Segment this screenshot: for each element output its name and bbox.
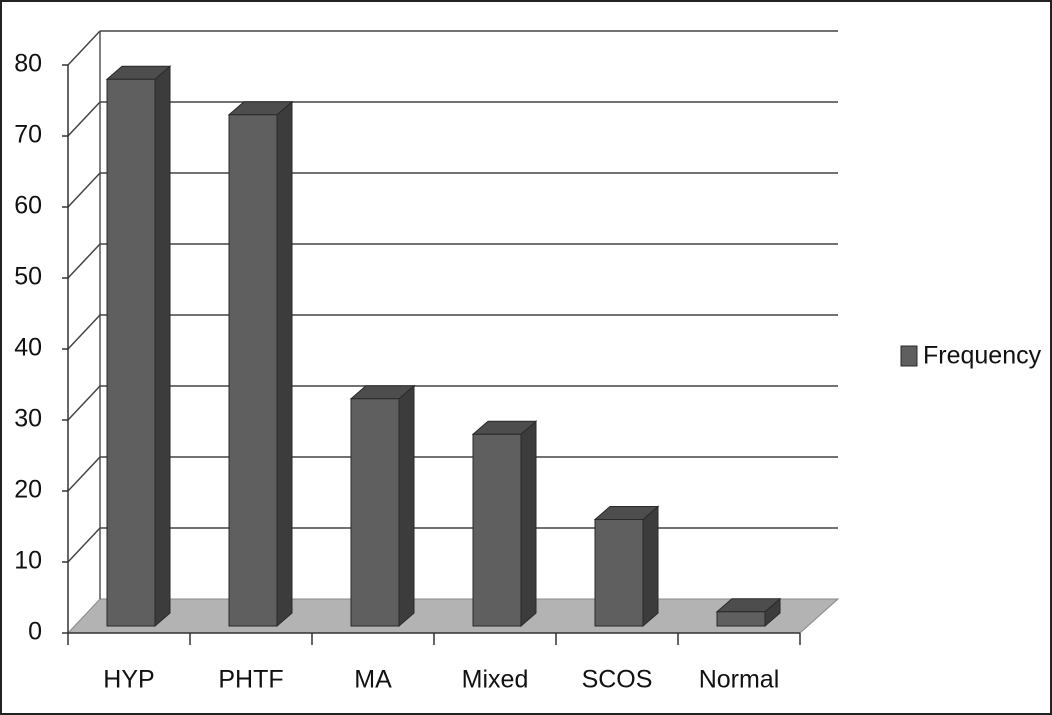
bar-side xyxy=(642,505,659,628)
bar-side xyxy=(154,65,171,628)
grid-line-side xyxy=(67,243,101,279)
x-tick-label: HYP xyxy=(103,666,154,694)
y-tick-label: 10 xyxy=(14,547,42,575)
bar-front xyxy=(716,611,766,627)
legend-label: Frequency xyxy=(923,342,1042,370)
bar-front xyxy=(106,78,156,627)
bar-front xyxy=(228,114,278,627)
grid-line-side xyxy=(67,172,101,208)
grid-line-side xyxy=(67,456,101,492)
bar xyxy=(593,505,660,628)
x-tick-label: Normal xyxy=(699,666,780,694)
grid-line-side xyxy=(67,385,101,421)
legend-swatch xyxy=(900,345,918,367)
bar-side xyxy=(276,100,293,628)
bar-front xyxy=(350,398,400,627)
bar xyxy=(105,65,172,628)
x-tick-label: PHTF xyxy=(218,666,283,694)
y-tick-label: 40 xyxy=(14,334,42,362)
grid-line-side xyxy=(67,30,101,66)
x-tick-label: SCOS xyxy=(582,666,653,694)
bar-side xyxy=(520,420,537,628)
grid-line-side xyxy=(67,527,101,563)
bar xyxy=(349,384,416,628)
y-tick-label: 60 xyxy=(14,192,42,220)
y-tick-label: 80 xyxy=(14,50,42,78)
x-tick-label: MA xyxy=(354,666,392,694)
bar xyxy=(715,597,782,628)
y-tick-label: 0 xyxy=(28,618,42,646)
bar-front xyxy=(594,519,644,627)
y-tick-label: 30 xyxy=(14,405,42,433)
grid-line-side xyxy=(67,101,101,137)
bar-side xyxy=(398,384,415,628)
bar xyxy=(227,100,294,628)
bar xyxy=(471,420,538,628)
y-tick-label: 50 xyxy=(14,263,42,291)
grid-line-side xyxy=(67,314,101,350)
bar-front xyxy=(472,433,522,627)
x-tick-label: Mixed xyxy=(462,666,529,694)
y-tick-label: 70 xyxy=(14,121,42,149)
y-tick-label: 20 xyxy=(14,476,42,504)
